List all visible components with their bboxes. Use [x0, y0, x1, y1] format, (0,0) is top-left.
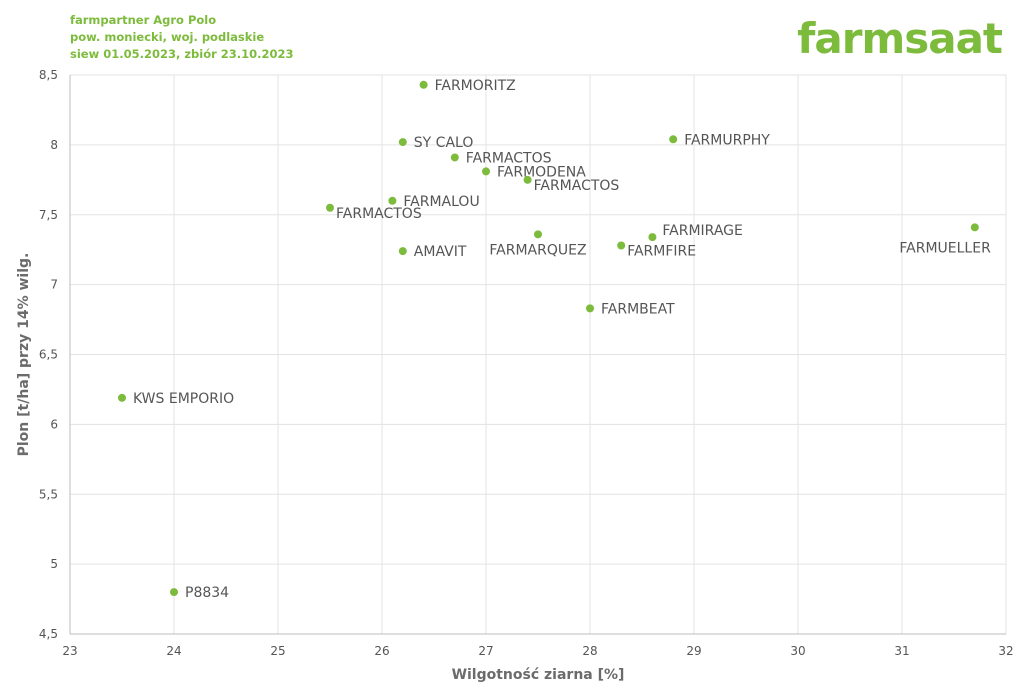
x-tick-label: 29 [686, 644, 701, 658]
data-point [326, 203, 334, 212]
data-point-label: KWS EMPORIO [133, 391, 234, 407]
data-point [669, 135, 678, 144]
y-tick-label: 8 [50, 138, 58, 152]
data-point-label: FARMUELLER [899, 240, 991, 256]
data-point [648, 233, 657, 242]
y-tick-label: 8,5 [39, 68, 58, 82]
data-point [398, 138, 407, 147]
data-point [970, 223, 979, 232]
data-point-label: FARMACTOS [534, 178, 620, 194]
axes [69, 75, 1006, 635]
y-tick-label: 7 [50, 278, 58, 292]
y-tick-label: 5 [50, 557, 58, 571]
y-tick-label: 5,5 [39, 487, 58, 501]
grid-lines [69, 74, 1007, 635]
x-tick-label: 32 [998, 644, 1013, 658]
data-point [388, 196, 397, 205]
data-point [523, 175, 532, 184]
data-point [398, 247, 407, 256]
header-trial-location: farmpartner Agro Polo [70, 13, 217, 27]
y-tick-label: 6,5 [39, 348, 58, 362]
farmsaat-logo: farmsaat [797, 14, 1003, 63]
data-point [419, 80, 428, 89]
data-point-label: FARMALOU [403, 194, 479, 210]
data-point-label: FARMFIRE [627, 243, 696, 259]
chart-header: farmpartner Agro Polo pow. moniecki, woj… [70, 12, 294, 63]
data-point-label: FARMURPHY [684, 132, 770, 148]
data-point [617, 241, 626, 250]
data-point [534, 230, 542, 239]
data-point-label: FARMIRAGE [662, 223, 742, 239]
data-point [170, 588, 178, 597]
x-tick-label: 28 [582, 644, 597, 658]
x-axis-title: Wilgotność ziarna [%] [452, 667, 625, 683]
x-tick-label: 26 [374, 644, 389, 658]
data-point-label: FARMACTOS [466, 150, 552, 166]
data-point-label: SY CALO [414, 135, 474, 151]
x-tick-label: 27 [478, 644, 493, 658]
x-tick-label: 23 [62, 644, 77, 658]
x-tick-label: 25 [270, 644, 285, 658]
data-point-label: FARMACTOS [336, 206, 422, 222]
y-tick-label: 4,5 [39, 627, 58, 641]
header-dates: siew 01.05.2023, zbiór 23.10.2023 [70, 47, 294, 61]
data-point-label: P8834 [185, 585, 229, 601]
tick-labels: 23 24 25 26 27 28 29 30 31 32 4,5 5 5,5 6 6,5 7 7,5 8 8,5 [39, 68, 1014, 658]
x-tick-label: 30 [790, 644, 805, 658]
header-region: pow. moniecki, woj. podlaskie [70, 30, 265, 44]
data-point [586, 304, 594, 313]
data-point [482, 167, 490, 176]
y-axis-title: Plon [t/ha] przy 14% wilg. [16, 253, 32, 457]
data-point-label: FARMODENA [497, 164, 586, 180]
data-point-label: FARMBEAT [601, 301, 675, 317]
data-point-label: FARMORITZ [435, 78, 516, 94]
data-point [450, 153, 459, 162]
data-point-label: AMAVIT [414, 244, 467, 260]
data-point-label: FARMARQUEZ [489, 242, 586, 258]
data-point [118, 393, 126, 402]
y-tick-label: 7,5 [39, 208, 58, 222]
x-tick-label: 24 [166, 644, 181, 658]
x-tick-label: 31 [894, 644, 909, 658]
y-tick-label: 6 [50, 417, 58, 431]
